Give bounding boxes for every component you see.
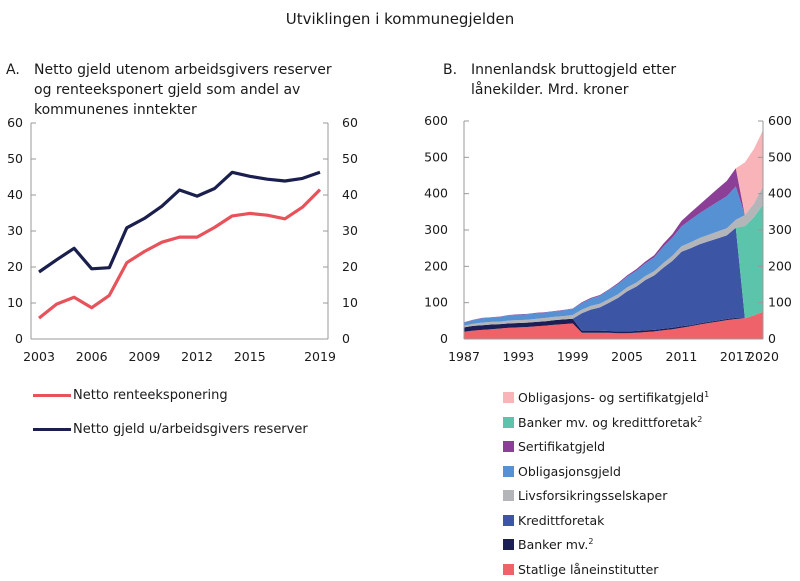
chart-a-xtick-label: 2006 [76,349,108,364]
legend-color-swatch [503,490,514,501]
chart-a-ytick-right-label: 60 [342,115,358,130]
chart-b: 0 0 100 100 200 200 300 300 400 400 500 500 600 600 19… [424,113,792,364]
chart-b-area-obligasjonsgjeld [464,186,763,326]
chart-a-ytick-left-label: 20 [7,259,23,274]
footnote-marker: 2 [588,537,594,546]
chart-a-xtick-label: 2003 [23,349,55,364]
chart-b-area-kredittforetak [464,227,763,332]
legend-b-item: Statlige låneinstitutter [503,562,658,577]
chart-b-xtick-label: 2020 [747,349,779,364]
panel-a-letter: A. [6,62,20,78]
legend-line-swatch [33,428,71,431]
legend-color-swatch [503,514,514,526]
legend-color-swatch [503,441,514,452]
chart-b-area-sertifikatgjeld [464,168,763,323]
legend-line-swatch [33,394,71,397]
chart-a-series-line-0 [38,188,322,320]
footnote-marker: 1 [704,390,710,399]
chart-b-ytick-right-label: 500 [768,149,792,164]
chart-a-xtick-label: 2015 [234,349,266,364]
chart-a-ytick-right-label: 0 [342,331,350,346]
chart-a-xtick-label: 2012 [181,349,213,364]
chart-b-xtick-label: 1987 [448,349,480,364]
chart-b-xtick-label: 1993 [502,349,534,364]
chart-b-xtick-label: 2011 [666,349,698,364]
chart-b-ytick-left-label: 600 [424,113,448,128]
chart-b-ytick-right-label: 0 [768,331,776,346]
legend-b-item: Obligasjonsgjeld [503,464,621,479]
legend-a-label: Netto renteeksponering [73,388,228,403]
legend-a-item: Netto gjeld u/arbeidsgivers reserver [33,422,308,437]
legend-color-swatch [503,392,514,404]
panel-b-title-text: Innenlandsk bruttogjeld etter lånekilder… [471,62,677,98]
legend-b-label: Livsforsikringsselskaper [518,488,668,503]
legend-b-item: Banker mv. og kredittforetak2 [503,415,702,430]
chart-a-ytick-left-label: 30 [7,223,23,238]
chart-b-ytick-left-label: 400 [424,186,448,201]
chart-b-ytick-left-label: 100 [424,295,448,310]
chart-a-xtick-label: 2019 [304,349,336,364]
footnote-marker: 2 [697,414,703,424]
chart-b-ytick-left-label: 200 [424,258,448,273]
chart-b-xtick-label: 2005 [611,349,643,364]
legend-a-label: Netto gjeld u/arbeidsgivers reserver [73,422,308,437]
panel-a-title-text: Netto gjeld utenom arbeidsgivers reserve… [34,62,332,118]
chart-a-ytick-left-label: 40 [7,187,23,202]
legend-b-item: Livsforsikringsselskaper [503,488,667,503]
legend-color-swatch [503,539,514,551]
chart-a-xtick-label: 2009 [128,349,160,364]
legend-b-item: Obligasjons- og sertifikatgjeld1 [503,390,709,405]
chart-b-ytick-left-label: 300 [424,222,448,237]
legend-b-label: Kredittforetak [518,512,605,528]
legend-b-item: Sertifikatgjeld [503,439,605,454]
chart-a-ytick-left-label: 60 [7,115,23,130]
legend-color-swatch [503,563,514,575]
chart-a-ytick-right-label: 40 [342,187,358,202]
chart-b-area-statlige-l-neinstitutter [464,311,763,339]
legend-b-label: Statlige låneinstitutter [518,561,659,577]
chart-a-ytick-right-label: 10 [342,295,358,310]
chart-a: 0 0 10 10 20 20 30 30 40 40 50 50 60 60 2003 2006 2009 20… [7,115,358,364]
chart-b-ytick-right-label: 200 [768,258,792,273]
chart-b-area-livsforsikringsselskaper [464,186,763,328]
legend-b-label: Banker mv. [518,537,589,553]
chart-a-ytick-left-label: 0 [15,331,23,346]
chart-b-ytick-left-label: 500 [424,149,448,164]
legend-b-item: Kredittforetak [503,513,604,528]
chart-b-xtick-label: 1999 [557,349,589,364]
legend-color-swatch [503,416,514,428]
panel-b-letter: B. [443,62,458,78]
figure-title: Utviklingen i kommunegjelden [285,10,515,28]
chart-b-ytick-left-label: 0 [440,331,448,346]
legend-a-item: Netto renteeksponering [33,388,228,403]
chart-a-series-line-1 [38,170,321,274]
legend-b-label: Obligasjonsgjeld [518,463,621,479]
chart-a-ytick-left-label: 50 [7,151,23,166]
chart-a-ytick-right-label: 20 [342,259,358,274]
legend-color-swatch [503,465,514,477]
legend-b-label: Obligasjons- og sertifikatgjeld [518,390,705,406]
chart-a-ytick-right-label: 30 [342,223,358,238]
chart-b-ytick-right-label: 400 [768,186,792,201]
chart-b-ytick-right-label: 100 [768,295,792,310]
chart-b-xtick-label: 2017 [720,349,752,364]
legend-b-label: Sertifikatgjeld [518,439,606,454]
chart-b-ytick-right-label: 300 [768,222,792,237]
chart-b-ytick-right-label: 600 [768,113,792,128]
legend-b-item: Banker mv.2 [503,537,593,552]
chart-a-ytick-right-label: 50 [342,151,358,166]
legend-b-label: Banker mv. og kredittforetak [518,414,698,430]
chart-a-ytick-left-label: 10 [7,295,23,310]
